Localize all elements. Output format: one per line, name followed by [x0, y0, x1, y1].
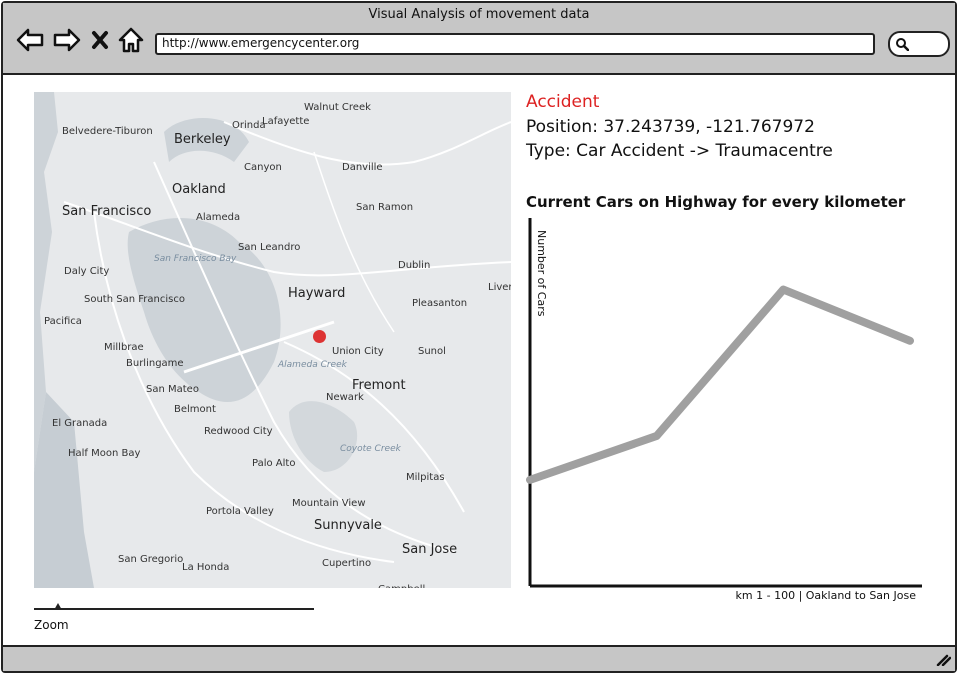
map-label: Belvedere-Tiburon: [62, 126, 153, 137]
map-label: Sunnyvale: [314, 518, 382, 533]
address-bar[interactable]: http://www.emergencycenter.org: [155, 33, 875, 55]
chart-title: Current Cars on Highway for every kilome…: [526, 193, 906, 211]
map-label: San Ramon: [356, 202, 414, 213]
map-label: Daly City: [64, 266, 110, 277]
map-label: Campbell: [378, 584, 425, 588]
zoom-thumb[interactable]: [54, 603, 62, 610]
map[interactable]: Walnut Creek Belvedere-Tiburon Orinda Lafay…: [34, 92, 511, 588]
zoom-slider[interactable]: [34, 603, 314, 615]
map-label: Livermore: [488, 282, 511, 293]
incident-position: Position: 37.243739, -121.767972: [526, 117, 815, 137]
map-label: San Mateo: [146, 384, 199, 395]
map-label: San Francisco: [62, 204, 152, 219]
incident-title: Accident: [526, 92, 600, 112]
search-box[interactable]: [888, 31, 950, 57]
map-label: Oakland: [172, 182, 226, 197]
back-button[interactable]: [15, 25, 45, 55]
map-label: Pacifica: [44, 316, 82, 327]
map-label: Alameda: [196, 212, 241, 223]
map-label: Danville: [342, 162, 383, 173]
map-label: San Francisco Bay: [154, 254, 237, 264]
accident-marker[interactable]: [313, 330, 326, 343]
stop-button[interactable]: [89, 25, 111, 55]
map-label: Hayward: [288, 286, 346, 301]
y-axis-label: Number of Cars: [535, 230, 548, 317]
data-point: [909, 340, 911, 342]
map-label: San Gregorio: [118, 554, 184, 565]
zoom-label: Zoom: [34, 618, 69, 632]
map-label: Portola Valley: [206, 506, 274, 517]
map-label: San Jose: [402, 542, 458, 557]
map-label: Fremont: [352, 378, 406, 393]
browser-toolbar: Visual Analysis of movement data http://…: [3, 3, 955, 75]
forward-button[interactable]: [52, 25, 82, 55]
map-label: Cupertino: [322, 558, 372, 569]
map-label: El Granada: [52, 418, 108, 429]
resize-handle-icon[interactable]: [935, 652, 951, 666]
map-label: Coyote Creek: [340, 444, 401, 454]
zoom-track: [34, 608, 314, 610]
incident-type: Type: Car Accident -> Traumacentre: [526, 141, 833, 161]
window-title: Visual Analysis of movement data: [368, 7, 590, 22]
map-label: Belmont: [174, 404, 216, 415]
map-label: South San Francisco: [84, 294, 185, 305]
map-label: Redwood City: [204, 426, 273, 437]
map-label: Millbrae: [104, 342, 144, 353]
series-group: [526, 285, 914, 484]
data-point: [529, 479, 531, 481]
data-point: [656, 435, 658, 437]
map-label: Sunol: [418, 346, 446, 357]
map-background: [34, 92, 511, 588]
map-label: Palo Alto: [252, 458, 296, 469]
x-axis-label: km 1 - 100 | Oakland to San Jose: [735, 589, 916, 602]
data-point: [782, 289, 784, 291]
map-label: Walnut Creek: [304, 102, 371, 113]
map-label: Alameda Creek: [278, 360, 347, 370]
map-label: Burlingame: [126, 358, 184, 369]
map-label: Berkeley: [174, 132, 231, 147]
map-label: Half Moon Bay: [68, 448, 141, 459]
map-label: Mountain View: [292, 498, 366, 509]
series-line: [526, 285, 914, 484]
home-button[interactable]: [117, 25, 145, 55]
map-label: San Leandro: [238, 242, 301, 253]
url-text: http://www.emergencycenter.org: [162, 36, 360, 50]
map-label: Union City: [332, 346, 384, 357]
search-icon: [896, 38, 909, 51]
map-label: La Honda: [182, 562, 230, 573]
map-label: Newark: [326, 392, 364, 403]
map-label: Canyon: [244, 162, 282, 173]
status-bar: [3, 645, 955, 671]
line-chart: Number of Cars: [526, 218, 922, 588]
map-label: Milpitas: [406, 472, 445, 483]
map-label: Dublin: [398, 260, 431, 271]
map-label: Lafayette: [262, 116, 310, 127]
map-label: Orinda: [232, 120, 266, 131]
map-label: Pleasanton: [412, 298, 468, 309]
